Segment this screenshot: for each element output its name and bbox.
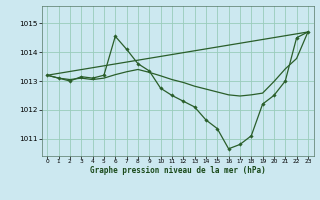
X-axis label: Graphe pression niveau de la mer (hPa): Graphe pression niveau de la mer (hPa) <box>90 166 266 175</box>
